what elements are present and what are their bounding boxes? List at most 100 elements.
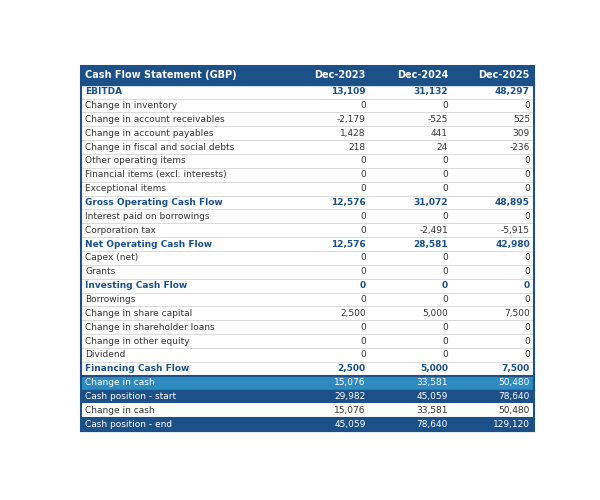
Text: 0: 0: [360, 322, 365, 332]
Text: Change in other equity: Change in other equity: [85, 336, 190, 345]
Bar: [370, 66, 452, 84]
Bar: [287, 292, 370, 306]
Bar: [452, 404, 534, 417]
Bar: [287, 320, 370, 334]
Text: 12,576: 12,576: [331, 198, 365, 207]
Text: 0: 0: [360, 226, 365, 234]
Bar: [287, 84, 370, 98]
Bar: [452, 348, 534, 362]
Text: 0: 0: [442, 322, 448, 332]
Text: EBITDA: EBITDA: [85, 87, 122, 96]
Text: 0: 0: [360, 184, 365, 193]
Text: 5,000: 5,000: [420, 364, 448, 374]
Text: 0: 0: [524, 170, 530, 179]
Text: 28,581: 28,581: [413, 240, 448, 248]
Text: 0: 0: [442, 156, 448, 166]
Bar: [81, 362, 287, 376]
Text: 0: 0: [442, 170, 448, 179]
Text: Dec-2025: Dec-2025: [479, 70, 530, 81]
Text: 33,581: 33,581: [416, 406, 448, 415]
Text: -2,179: -2,179: [337, 115, 365, 124]
Bar: [287, 66, 370, 84]
Bar: [81, 265, 287, 278]
Text: 78,640: 78,640: [416, 420, 448, 428]
Bar: [452, 278, 534, 292]
Bar: [452, 182, 534, 196]
Text: 0: 0: [524, 254, 530, 262]
Bar: [370, 196, 452, 209]
Text: 42,980: 42,980: [495, 240, 530, 248]
Bar: [370, 182, 452, 196]
Bar: [81, 278, 287, 292]
Text: 129,120: 129,120: [493, 420, 530, 428]
Bar: [287, 278, 370, 292]
Text: 0: 0: [442, 184, 448, 193]
Bar: [287, 376, 370, 390]
Bar: [452, 265, 534, 278]
Bar: [452, 140, 534, 154]
Text: 7,500: 7,500: [502, 364, 530, 374]
Text: -2,491: -2,491: [419, 226, 448, 234]
Bar: [81, 251, 287, 265]
Text: 0: 0: [360, 336, 365, 345]
Text: Investing Cash Flow: Investing Cash Flow: [85, 281, 187, 290]
Text: 0: 0: [442, 281, 448, 290]
Bar: [452, 362, 534, 376]
Bar: [287, 251, 370, 265]
Bar: [287, 362, 370, 376]
Text: 0: 0: [442, 336, 448, 345]
Bar: [370, 112, 452, 126]
Text: 48,895: 48,895: [495, 198, 530, 207]
Text: Change in account payables: Change in account payables: [85, 128, 214, 138]
Bar: [452, 66, 534, 84]
Bar: [81, 292, 287, 306]
Bar: [287, 196, 370, 209]
Bar: [81, 112, 287, 126]
Text: 78,640: 78,640: [499, 392, 530, 401]
Bar: [370, 390, 452, 404]
Bar: [81, 154, 287, 168]
Bar: [287, 98, 370, 112]
Text: 7,500: 7,500: [504, 309, 530, 318]
Bar: [370, 306, 452, 320]
Bar: [287, 154, 370, 168]
Text: 309: 309: [512, 128, 530, 138]
Bar: [370, 292, 452, 306]
Bar: [287, 126, 370, 140]
Bar: [452, 98, 534, 112]
Bar: [287, 112, 370, 126]
Text: Financing Cash Flow: Financing Cash Flow: [85, 364, 190, 374]
Text: 12,576: 12,576: [331, 240, 365, 248]
Bar: [452, 84, 534, 98]
Bar: [287, 265, 370, 278]
Text: 15,076: 15,076: [334, 378, 365, 387]
Text: Financial items (excl. interests): Financial items (excl. interests): [85, 170, 227, 179]
Text: Change in cash: Change in cash: [85, 378, 155, 387]
Text: Change in share capital: Change in share capital: [85, 309, 193, 318]
Bar: [370, 320, 452, 334]
Text: Cash Flow Statement (GBP): Cash Flow Statement (GBP): [85, 70, 236, 81]
Text: 0: 0: [524, 267, 530, 276]
Text: 218: 218: [349, 142, 365, 152]
Text: Change in fiscal and social debts: Change in fiscal and social debts: [85, 142, 235, 152]
Text: Exceptional items: Exceptional items: [85, 184, 166, 193]
Bar: [370, 237, 452, 251]
Bar: [452, 390, 534, 404]
Text: 0: 0: [360, 170, 365, 179]
Bar: [81, 402, 534, 405]
Bar: [81, 84, 287, 98]
Bar: [81, 334, 287, 348]
Bar: [287, 182, 370, 196]
Bar: [287, 223, 370, 237]
Bar: [81, 182, 287, 196]
Text: -525: -525: [428, 115, 448, 124]
Text: Dividend: Dividend: [85, 350, 125, 360]
Text: Dec-2023: Dec-2023: [314, 70, 365, 81]
Text: 50,480: 50,480: [499, 378, 530, 387]
Bar: [287, 210, 370, 223]
Text: 0: 0: [360, 295, 365, 304]
Bar: [452, 320, 534, 334]
Text: 2,500: 2,500: [340, 309, 365, 318]
Bar: [452, 292, 534, 306]
Bar: [81, 306, 287, 320]
